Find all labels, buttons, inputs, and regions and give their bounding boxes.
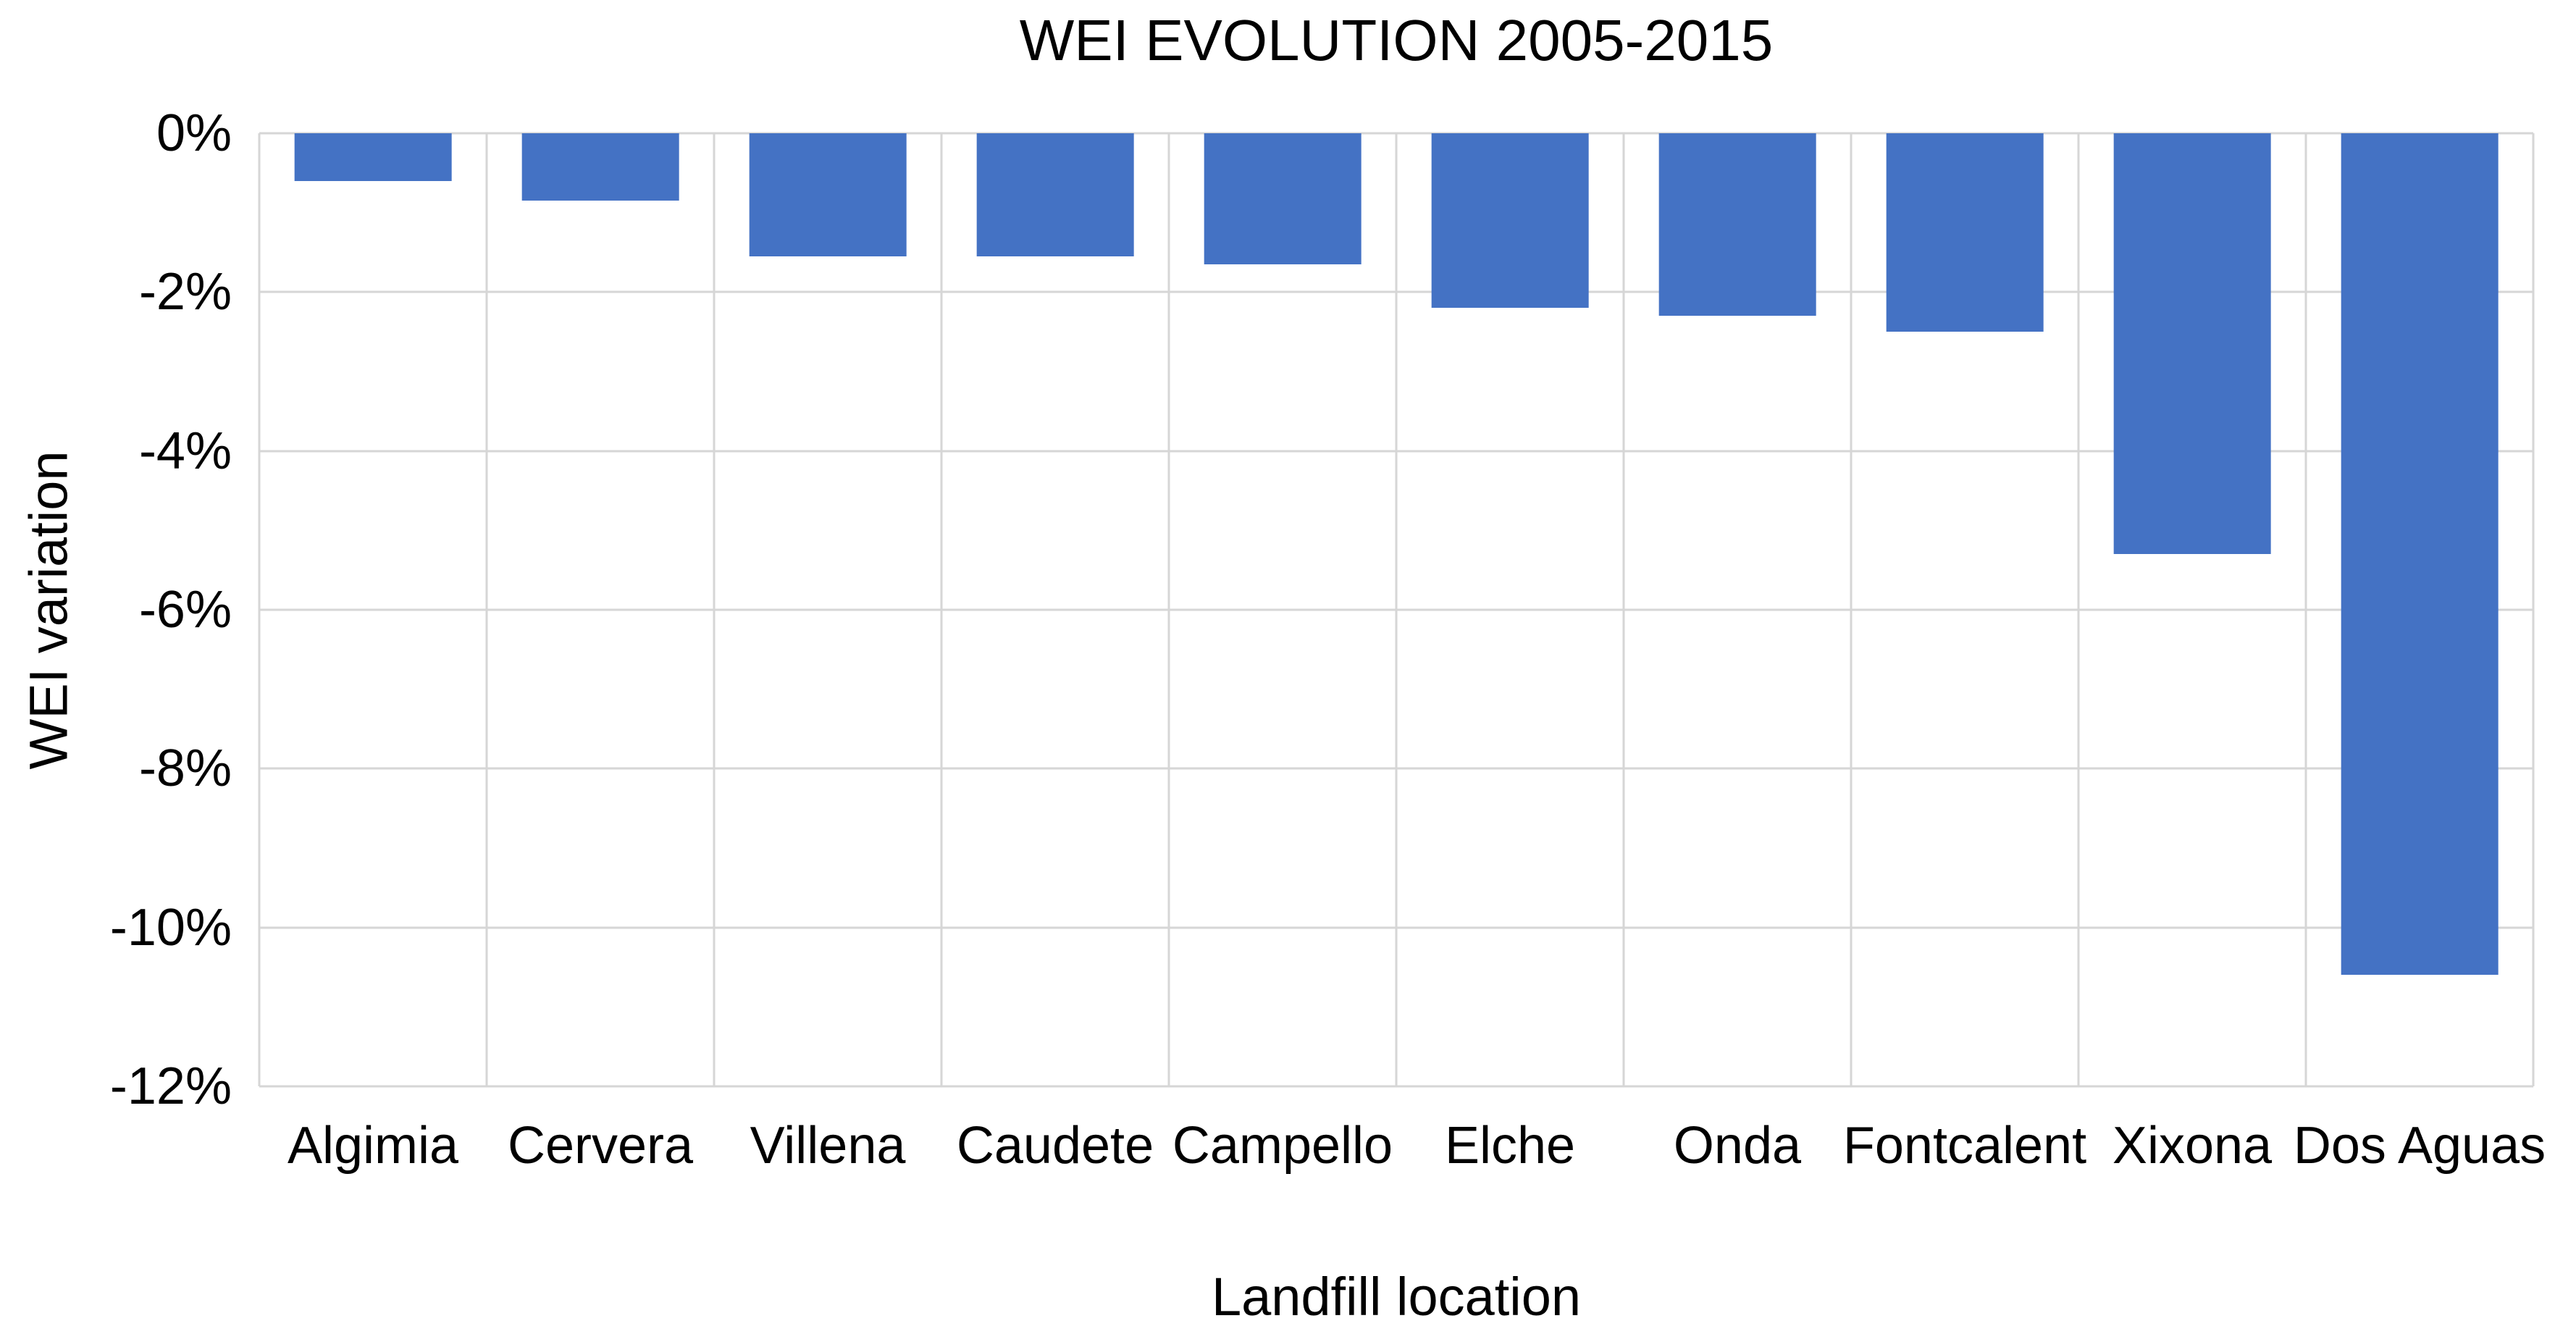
gridline-v: [2077, 133, 2080, 1086]
chart-title: WEI EVOLUTION 2005-2015: [1019, 8, 1774, 72]
x-tick-label: Elche: [1444, 1117, 1576, 1175]
x-tick-label: Algimia: [287, 1117, 459, 1175]
x-axis-ticks: Algimia Cervera Villena Caudete Campello Elch…: [259, 1112, 2546, 1199]
gridline-v: [1622, 133, 1625, 1086]
x-tick-label: Onda: [1673, 1117, 1802, 1175]
bar-villena: [749, 133, 907, 256]
x-tick-label: Xixona: [2112, 1117, 2273, 1175]
gridline-v: [1850, 133, 1853, 1086]
gridline-v: [2532, 133, 2535, 1086]
y-tick-label: -10%: [109, 898, 232, 957]
x-tick-label: Cervera: [507, 1117, 694, 1175]
y-tick-label: -4%: [138, 421, 232, 480]
bar-onda: [1658, 133, 1816, 316]
gridline-v: [485, 133, 488, 1086]
x-tick-label: Fontcalent: [1842, 1117, 2087, 1175]
y-axis-ticks: 0% -2% -4% -6% -8% -10% -12%: [0, 107, 232, 1112]
gridline-v: [713, 133, 716, 1086]
gridline-v: [258, 133, 261, 1086]
x-tick-label: Villena: [750, 1117, 906, 1175]
bar-caudete: [976, 133, 1134, 256]
x-tick-label: Campello: [1172, 1117, 1393, 1175]
bar-campello: [1204, 133, 1362, 264]
gridline-v: [940, 133, 943, 1086]
y-tick-label: -6%: [138, 581, 232, 639]
y-tick-label: 0%: [156, 104, 232, 162]
bar-dos-aguas: [2341, 133, 2499, 976]
gridline-v: [1167, 133, 1170, 1086]
y-tick-label: -2%: [138, 263, 232, 322]
y-tick-label: -8%: [138, 739, 232, 798]
bar-xixona: [2113, 133, 2271, 555]
bar-algimia: [294, 133, 452, 181]
gridline-h: [259, 1085, 2533, 1088]
bar-fontcalent: [1886, 133, 2044, 332]
gridline-v: [1395, 133, 1398, 1086]
gridline-v: [2304, 133, 2307, 1086]
bar-cervera: [521, 133, 679, 201]
x-axis-title: Landfill location: [1211, 1267, 1582, 1327]
plot-area: [258, 132, 2535, 1088]
x-tick-label: Caudete: [956, 1117, 1154, 1175]
y-tick-label: -12%: [109, 1057, 232, 1115]
x-tick-label: Dos Aguas: [2293, 1117, 2546, 1175]
bar-elche: [1431, 133, 1589, 309]
